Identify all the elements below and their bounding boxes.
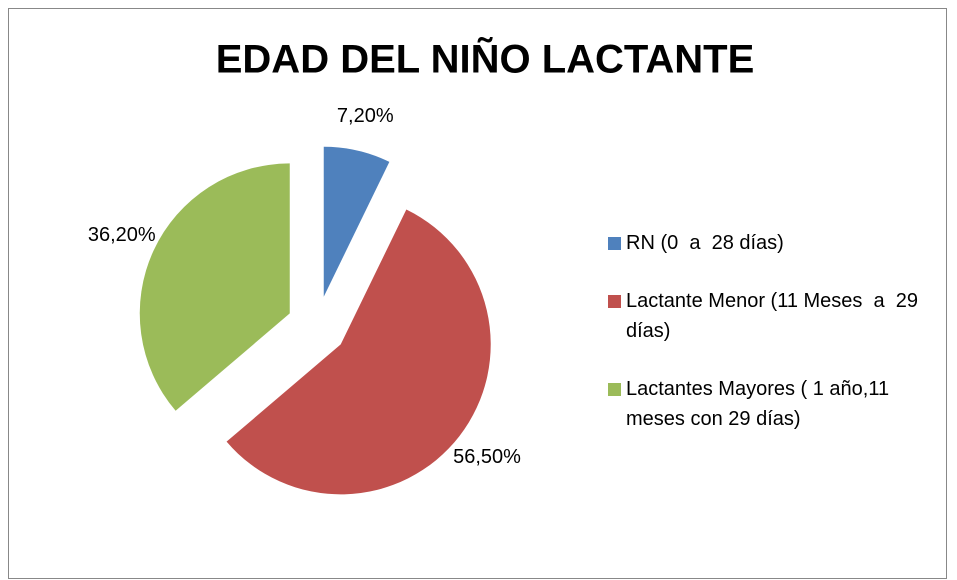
legend-swatch: [608, 383, 621, 396]
legend-item: Lactantes Mayores ( 1 año,11 meses con 2…: [608, 374, 948, 434]
legend-item: RN (0 a 28 días): [608, 228, 948, 258]
chart-title: EDAD DEL NIÑO LACTANTE: [216, 36, 755, 82]
legend-swatch: [608, 295, 621, 308]
legend-item: Lactante Menor (11 Meses a 29 días): [608, 286, 948, 346]
pie-slice: [226, 209, 491, 495]
data-label: 7,20%: [337, 105, 394, 127]
legend-swatch: [608, 237, 621, 250]
pie-slice: [323, 146, 390, 297]
data-label: 56,50%: [453, 446, 521, 468]
legend-label: RN (0 a 28 días): [626, 232, 784, 254]
legend: RN (0 a 28 días) Lactante Menor (11 Meses…: [608, 228, 948, 434]
data-label: 36,20%: [88, 224, 156, 246]
legend-label: Lactante Menor (11 Meses a 29 días): [626, 290, 924, 342]
legend-label: Lactantes Mayores ( 1 año,11 meses con 2…: [626, 378, 895, 430]
pie-slice: [139, 163, 290, 411]
